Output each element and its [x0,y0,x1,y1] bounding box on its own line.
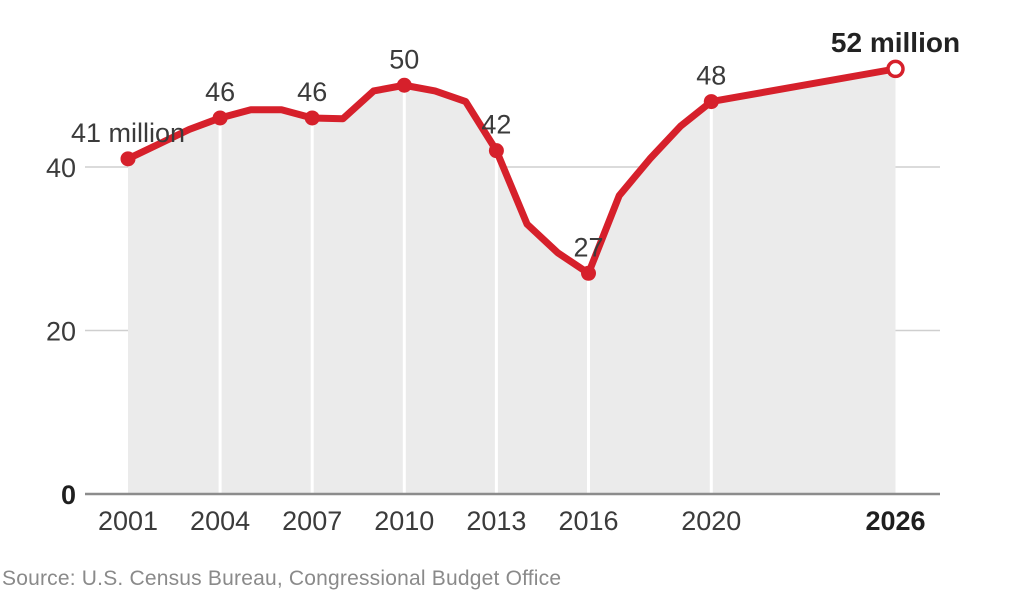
point-marker-2004 [212,110,228,126]
data-label-2016: 27 [573,232,603,262]
data-label-2004: 46 [205,77,235,107]
point-markers [120,59,905,281]
data-label-2026: 52 million [831,27,960,58]
x-tick-label-2001: 2001 [98,506,158,536]
x-tick-label-2010: 2010 [374,506,434,536]
data-label-2020: 48 [696,61,726,91]
x-axis-labels: 2001 2004 2007 2010 2013 2016 2020 2026 [98,506,926,536]
data-label-2013: 42 [481,110,511,140]
data-labels: 41 million 46 46 50 42 27 48 52 million [71,27,960,262]
data-label-2010: 50 [389,44,419,74]
y-axis-labels: 0 20 40 [46,153,76,510]
x-tick-label-2020: 2020 [681,506,741,536]
uninsured-line-chart: 41 million 46 46 50 42 27 48 52 million 0 20 40 2… [46,27,960,536]
x-tick-label-2026: 2026 [865,506,925,536]
point-marker-2013 [488,143,504,159]
data-label-2007: 46 [297,77,327,107]
point-marker-2010 [396,77,412,93]
data-label-2001: 41 million [71,118,185,148]
x-tick-label-2013: 2013 [466,506,526,536]
y-tick-label-20: 20 [46,317,76,347]
x-tick-label-2007: 2007 [282,506,342,536]
point-marker-2020 [703,94,719,110]
x-tick-label-2004: 2004 [190,506,250,536]
source-note: Source: U.S. Census Bureau, Congressiona… [2,567,562,590]
series-line [124,65,899,277]
series-area [128,68,896,495]
x-tick-label-2016: 2016 [558,506,618,536]
series-path [124,65,899,277]
point-marker-2007 [304,110,320,126]
y-tick-label-0: 0 [61,480,76,510]
y-tick-label-40: 40 [46,153,76,183]
point-marker-2001 [120,151,136,167]
point-marker-2016 [581,265,596,281]
area-fill [128,68,896,495]
inner-tick-lines [218,87,713,493]
point-marker-hollow-2026 [886,59,905,79]
